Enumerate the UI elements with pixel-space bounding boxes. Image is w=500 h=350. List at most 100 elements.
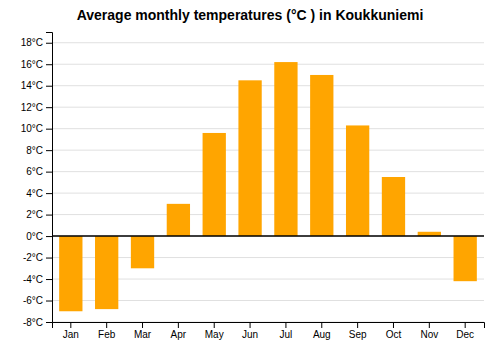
x-tick: Sep (349, 322, 367, 340)
x-axis: Jan Feb Mar Apr May Jun Jul Aug Sep Oct Nov Dec (53, 322, 485, 340)
bar (382, 177, 405, 236)
y-tick: 2°C (26, 209, 52, 220)
y-tick: 4°C (26, 188, 52, 199)
x-tick-mark (357, 322, 358, 328)
x-tick-mark (429, 322, 430, 328)
y-tick: 16°C (21, 59, 52, 70)
x-tick-mark (142, 322, 143, 328)
x-tick-mark (70, 322, 71, 328)
y-tick: 6°C (26, 166, 52, 177)
grid (52, 43, 484, 322)
x-tick: Mar (134, 322, 152, 340)
y-tick-label: 14°C (21, 80, 43, 91)
bar (95, 236, 118, 309)
x-tick-label: Oct (386, 329, 402, 340)
y-tick-mark (46, 43, 52, 44)
x-tick-mark (214, 322, 215, 328)
grid-line (52, 214, 484, 215)
grid-line (52, 107, 484, 108)
x-tick-label: Nov (420, 329, 438, 340)
x-tick: Jul (280, 322, 293, 340)
y-tick: -2°C (23, 252, 52, 263)
bars (59, 62, 477, 311)
bar (346, 125, 369, 236)
x-tick-mark (106, 322, 107, 328)
grid-line (52, 85, 484, 86)
x-tick: Feb (98, 322, 116, 340)
y-tick-label: 8°C (26, 145, 43, 156)
y-axis-line (46, 33, 53, 323)
y-tick-mark (46, 107, 52, 108)
y-tick: 0°C (26, 231, 52, 242)
y-tick-mark (46, 172, 52, 173)
bar (59, 236, 82, 311)
y-tick-label: 4°C (26, 188, 43, 199)
y-tick-mark (46, 215, 52, 216)
grid-line (52, 64, 484, 65)
x-tick: Dec (456, 322, 474, 340)
x-tick-mark (465, 322, 466, 328)
grid-line (52, 193, 484, 194)
x-tick-mark (285, 322, 286, 328)
x-tick-label: May (205, 329, 224, 340)
bar (454, 236, 477, 281)
x-tick-mark (250, 322, 251, 328)
y-tick-mark (46, 64, 52, 65)
x-tick-label: Mar (134, 329, 152, 340)
y-tick-label: -2°C (23, 252, 43, 263)
bar (203, 133, 226, 236)
zero-line (52, 235, 484, 237)
plot: -8°C -6°C -4°C -2°C 0°C 2°C 4°C 6°C 8°C 10°C 12°C 1… (21, 33, 485, 341)
y-tick-label: -4°C (23, 274, 43, 285)
y-tick-label: -8°C (23, 317, 43, 328)
y-tick-mark (46, 193, 52, 194)
y-tick: 18°C (21, 37, 52, 48)
grid-line (52, 150, 484, 151)
x-axis-line (53, 323, 485, 329)
y-tick-label: 16°C (21, 59, 43, 70)
y-tick: 14°C (21, 80, 52, 91)
bar (310, 75, 333, 236)
bar (274, 62, 297, 236)
y-tick-mark (46, 258, 52, 259)
y-tick: -4°C (23, 274, 52, 285)
x-tick-label: Apr (171, 329, 187, 340)
y-tick-label: 6°C (26, 166, 43, 177)
y-tick: 12°C (21, 102, 52, 113)
y-axis: -8°C -6°C -4°C -2°C 0°C 2°C 4°C 6°C 8°C 10°C 12°C 1… (21, 33, 53, 328)
x-tick: Oct (386, 322, 402, 340)
y-tick-mark (46, 236, 52, 237)
x-tick-label: Jul (280, 329, 293, 340)
y-tick-label: 18°C (21, 37, 43, 48)
x-tick: May (205, 322, 224, 340)
grid-line (52, 171, 484, 172)
y-tick-label: -6°C (23, 295, 43, 306)
x-tick: Apr (171, 322, 187, 340)
y-tick-mark (46, 86, 52, 87)
grid-line (52, 236, 484, 237)
y-tick-mark (46, 150, 52, 151)
x-tick-mark (321, 322, 322, 328)
y-tick-label: 0°C (26, 231, 43, 242)
x-tick-mark (178, 322, 179, 328)
y-tick: 10°C (21, 123, 52, 134)
x-tick-label: Feb (98, 329, 116, 340)
chart: -8°C -6°C -4°C -2°C 0°C 2°C 4°C 6°C 8°C 10°C 12°C 1… (0, 0, 500, 350)
x-tick-label: Jan (63, 329, 79, 340)
bar (238, 80, 261, 236)
x-tick: Jun (242, 322, 258, 340)
y-tick: -6°C (23, 295, 52, 306)
title: Average monthly temperatures (°C ) in Ko… (77, 7, 424, 23)
y-tick-label: 2°C (26, 209, 43, 220)
x-tick-label: Sep (349, 329, 367, 340)
x-tick: Nov (420, 322, 438, 340)
y-tick-mark (46, 322, 52, 323)
x-tick-label: Aug (313, 329, 331, 340)
y-tick: -8°C (23, 317, 52, 328)
y-tick-mark (46, 129, 52, 130)
bar (167, 204, 190, 236)
y-tick-label: 12°C (21, 102, 43, 113)
x-tick-label: Dec (456, 329, 474, 340)
bar (131, 236, 154, 268)
x-tick: Aug (313, 322, 331, 340)
